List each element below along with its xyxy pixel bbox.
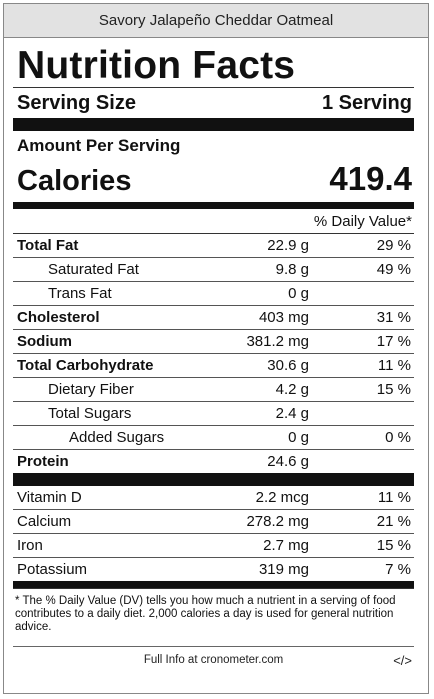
nutrient-amount: 4.2 g	[275, 381, 309, 398]
nutrient-amount: 22.9 g	[267, 237, 309, 254]
recipe-title-bar: Savory Jalapeño Cheddar Oatmeal	[4, 4, 428, 38]
footer: Full Info at cronometer.com </>	[13, 646, 414, 673]
vitamin-row: Potassium 319 mg 7 %	[13, 558, 414, 581]
nutrient-dv: 17 %	[376, 333, 411, 350]
vitamin-amount: 2.7 mg	[263, 537, 309, 554]
serving-size-value: 1 Serving	[321, 92, 412, 114]
calories-row: Calories 419.4	[13, 156, 414, 198]
vitamin-row: Iron 2.7 mg 15 %	[13, 534, 414, 558]
medium-divider	[13, 581, 414, 588]
nutrient-dv: 11 %	[377, 357, 411, 374]
vitamin-row: Vitamin D 2.2 mcg 11 %	[13, 486, 414, 510]
nutrient-dv: 0 %	[385, 429, 411, 446]
vitamin-dv: 21 %	[376, 513, 411, 530]
nutrient-row: Dietary Fiber 4.2 g 15 %	[13, 378, 414, 402]
nutrient-row: Protein 24.6 g	[13, 450, 414, 473]
nutrient-dv: 49 %	[376, 261, 411, 278]
nutrient-dv: 15 %	[376, 381, 411, 398]
nutrient-amount: 403 mg	[258, 309, 309, 326]
nutrient-name: Total Fat	[17, 237, 79, 254]
nutrient-row: Total Sugars 2.4 g	[13, 402, 414, 426]
vitamin-amount: 2.2 mcg	[255, 489, 309, 506]
recipe-title: Savory Jalapeño Cheddar Oatmeal	[98, 12, 334, 29]
nutrition-facts-heading: Nutrition Facts	[17, 44, 296, 87]
vitamin-dv: 15 %	[376, 537, 411, 554]
nutrient-amount: 381.2 mg	[246, 333, 309, 350]
nutrient-row: Added Sugars 0 g 0 %	[13, 426, 414, 450]
nutrient-row: Trans Fat 0 g	[13, 282, 414, 306]
vitamin-amount: 278.2 mg	[246, 513, 309, 530]
nutrient-name: Total Carbohydrate	[17, 357, 154, 374]
nutrient-name: Dietary Fiber	[48, 381, 134, 398]
nutrient-row: Saturated Fat 9.8 g 49 %	[13, 258, 414, 282]
serving-size-label: Serving Size	[17, 92, 136, 114]
vitamin-dv: 7 %	[385, 561, 411, 578]
daily-value-footnote: * The % Daily Value (DV) tells you how m…	[13, 588, 414, 640]
nutrient-name: Cholesterol	[17, 309, 100, 326]
nutrient-name: Protein	[17, 453, 69, 470]
thick-divider	[13, 118, 414, 131]
nutrition-facts-label: Nutrition Facts Serving Size 1 Serving A…	[13, 45, 414, 640]
nutrient-amount: 2.4 g	[275, 405, 309, 422]
nutrient-amount: 0 g	[288, 285, 309, 302]
vitamin-dv: 11 %	[377, 489, 411, 506]
nutrient-name: Added Sugars	[69, 429, 165, 446]
nutrient-amount: 0 g	[288, 429, 309, 446]
daily-value-header: % Daily Value*	[13, 209, 414, 234]
vitamin-name: Potassium	[17, 561, 88, 578]
calories-label: Calories	[17, 165, 132, 197]
amount-per-serving: Amount Per Serving	[17, 136, 181, 155]
vitamin-name: Calcium	[17, 513, 72, 530]
nutrient-amount: 24.6 g	[267, 453, 309, 470]
nutrient-row: Total Fat 22.9 g 29 %	[13, 234, 414, 258]
nutrient-amount: 30.6 g	[267, 357, 309, 374]
nutrient-row: Cholesterol 403 mg 31 %	[13, 306, 414, 330]
calories-value: 419.4	[329, 160, 412, 197]
nutrient-dv: 31 %	[376, 309, 411, 326]
divider	[13, 87, 414, 88]
thick-divider	[13, 473, 414, 486]
nutrient-row: Total Carbohydrate 30.6 g 11 %	[13, 354, 414, 378]
nutrient-name: Trans Fat	[48, 285, 112, 302]
nutrient-name: Total Sugars	[48, 405, 132, 422]
vitamin-amount: 319 mg	[258, 561, 309, 578]
full-info-link[interactable]: Full Info at cronometer.com	[143, 654, 284, 666]
nutrient-amount: 9.8 g	[275, 261, 309, 278]
nutrient-row: Sodium 381.2 mg 17 %	[13, 330, 414, 354]
medium-divider	[13, 202, 414, 209]
vitamin-name: Iron	[17, 537, 43, 554]
nutrient-name: Sodium	[17, 333, 72, 350]
vitamin-row: Calcium 278.2 mg 21 %	[13, 510, 414, 534]
vitamin-name: Vitamin D	[17, 489, 82, 506]
nutrient-dv: 29 %	[376, 237, 411, 254]
embed-code-icon[interactable]: </>	[393, 653, 412, 668]
serving-size-row: Serving Size 1 Serving	[13, 88, 414, 118]
nutrient-name: Saturated Fat	[48, 261, 139, 278]
